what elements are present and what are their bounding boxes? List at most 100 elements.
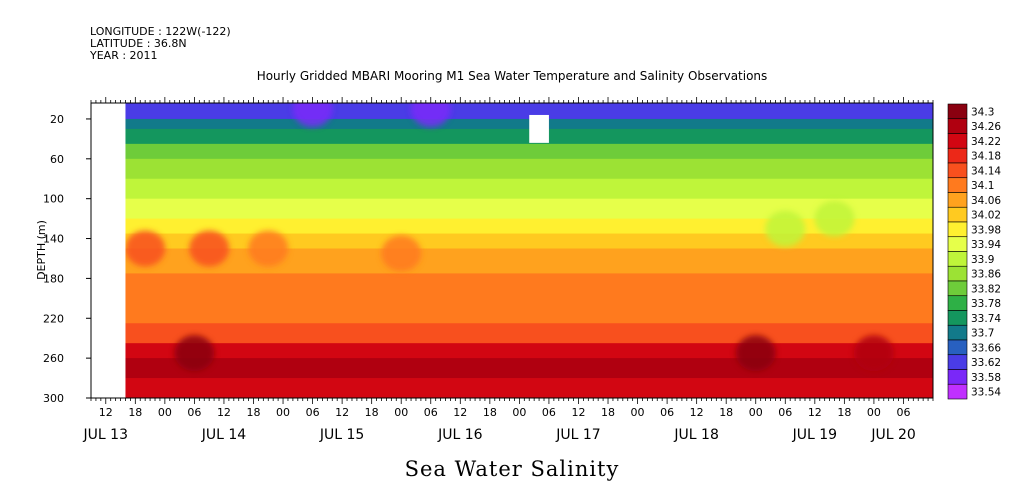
salinity-feature	[292, 103, 333, 127]
depth-band	[91, 158, 933, 180]
colorbar-label: 33.86	[971, 269, 1001, 281]
missing-data-region	[91, 103, 126, 398]
y-tick-label: 60	[50, 153, 64, 166]
x-day-label: JUL 14	[201, 427, 247, 443]
year-text: YEAR : 2011	[89, 49, 158, 62]
x-day-label: JUL 18	[673, 427, 718, 443]
colorbar-label: 34.18	[971, 151, 1001, 163]
x-tick-label: 00	[631, 406, 645, 419]
variable-title: Sea Water Salinity	[405, 457, 620, 481]
colorbar-label: 33.74	[971, 313, 1001, 325]
y-tick-label: 300	[43, 392, 64, 405]
colorbar-swatch	[947, 354, 968, 370]
colorbar-swatch	[947, 236, 968, 252]
colorbar-swatch	[947, 118, 968, 134]
x-tick-label: 18	[128, 406, 142, 419]
colorbar-label: 34.22	[971, 136, 1001, 148]
x-tick-label: 06	[187, 406, 201, 419]
colorbar-swatch	[947, 133, 968, 149]
colorbar-swatch	[947, 103, 968, 120]
x-tick-label: 06	[542, 406, 556, 419]
x-tick-label: 12	[99, 406, 113, 419]
x-tick-label: 18	[365, 406, 379, 419]
x-day-label: JUL 15	[319, 427, 364, 443]
x-tick-label: 00	[158, 406, 172, 419]
x-tick-label: 12	[453, 406, 467, 419]
y-tick-label: 100	[43, 193, 64, 206]
station-header: LONGITUDE : 122W(-122) LATITUDE : 36.8N …	[89, 25, 231, 62]
longitude-text: LONGITUDE : 122W(-122)	[90, 25, 231, 38]
salinity-features	[125, 103, 894, 372]
colorbar-swatch	[947, 369, 968, 385]
x-tick-label: 18	[719, 406, 733, 419]
salinity-feature	[814, 200, 855, 237]
latitude-text: LATITUDE : 36.8N	[90, 37, 187, 50]
x-tick-label: 18	[483, 406, 497, 419]
x-tick-label: 00	[749, 406, 763, 419]
x-tick-label: 06	[778, 406, 792, 419]
x-day-label: JUL 13	[83, 427, 128, 443]
y-tick-label: 20	[50, 113, 64, 126]
y-tick-label: 220	[43, 312, 64, 325]
depth-band	[91, 178, 933, 200]
y-tick-label: 260	[43, 352, 64, 365]
x-day-label: JUL 17	[555, 427, 600, 443]
salinity-feature	[248, 230, 289, 267]
depth-band	[91, 143, 933, 160]
y-tick-label: 180	[43, 272, 64, 285]
x-day-label: JUL 16	[437, 427, 483, 443]
x-tick-label: 12	[808, 406, 822, 419]
colorbar-label: 33.78	[971, 298, 1001, 310]
depth-bands	[91, 103, 933, 398]
depth-band	[91, 128, 933, 145]
depth-band	[91, 233, 933, 250]
colorbar-swatch	[947, 310, 968, 326]
x-tick-label: 00	[512, 406, 526, 419]
colorbar-swatch	[947, 280, 968, 297]
colorbar-swatch	[947, 221, 968, 238]
depth-band	[91, 323, 933, 344]
colorbar-swatch	[947, 162, 968, 179]
colorbar-swatch	[947, 192, 968, 208]
depth-band	[91, 378, 933, 398]
y-tick-label: 140	[43, 233, 64, 246]
depth-band	[91, 358, 933, 379]
colorbar-label: 33.62	[971, 357, 1001, 369]
colorbar-swatch	[947, 295, 968, 311]
x-tick-label: 12	[571, 406, 585, 419]
x-tick-label: 18	[837, 406, 851, 419]
depth-band	[91, 218, 933, 235]
x-tick-label: 12	[690, 406, 704, 419]
colorbar-label: 33.9	[971, 254, 994, 266]
depth-band	[91, 343, 933, 359]
depth-band	[91, 103, 933, 120]
salinity-feature	[853, 335, 894, 372]
colorbar-label: 33.7	[971, 328, 994, 340]
x-tick-label: 12	[335, 406, 349, 419]
x-tick-label: 06	[660, 406, 674, 419]
salinity-feature	[125, 230, 166, 267]
colorbar-label: 34.3	[971, 106, 994, 118]
salinity-feature	[381, 235, 422, 272]
x-day-label: JUL 20	[870, 427, 915, 443]
colorbar-swatch	[947, 206, 968, 223]
x-tick-label: 12	[217, 406, 231, 419]
colorbar-label: 34.1	[971, 180, 994, 192]
colorbar-swatch	[947, 251, 968, 267]
colorbar-label: 33.58	[971, 372, 1001, 384]
x-tick-label: 06	[306, 406, 320, 419]
depth-band	[91, 118, 933, 130]
salinity-feature	[189, 230, 230, 267]
colorbar-label: 33.82	[971, 283, 1001, 295]
x-tick-label: 06	[424, 406, 438, 419]
colorbar-label: 34.26	[971, 121, 1001, 133]
missing-data-regions	[91, 103, 549, 398]
salinity-feature	[735, 335, 776, 372]
x-day-label: JUL 19	[792, 427, 837, 443]
y-axis-label: DEPTH (m)	[35, 220, 48, 280]
chart-title: Hourly Gridded MBARI Mooring M1 Sea Wate…	[257, 69, 768, 83]
colorbar-label: 34.02	[971, 210, 1001, 222]
depth-axis: 20 60 100 140 180 220 260 300	[43, 113, 91, 405]
colorbar: 34.3 34.26 34.22 34.18 34.14 34.1 34.06 34.02 33…	[947, 103, 1001, 400]
